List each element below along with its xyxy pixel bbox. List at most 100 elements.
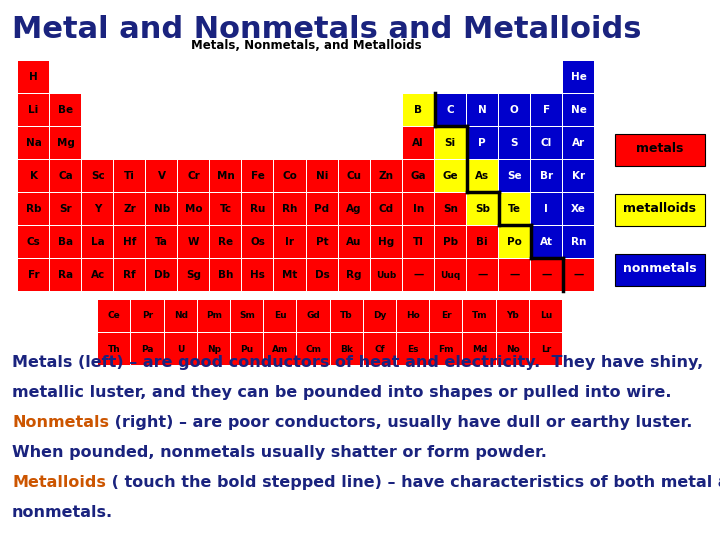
Text: Ca: Ca: [58, 171, 73, 181]
Bar: [82, 193, 113, 225]
Text: Tc: Tc: [220, 204, 232, 214]
Bar: [179, 226, 210, 258]
Bar: [464, 333, 495, 365]
Bar: [563, 94, 594, 126]
Text: Br: Br: [540, 171, 553, 181]
Text: Dy: Dy: [373, 312, 387, 321]
Text: Mn: Mn: [217, 171, 235, 181]
Bar: [402, 259, 433, 291]
Text: U: U: [177, 345, 184, 354]
Text: Eu: Eu: [274, 312, 287, 321]
Bar: [499, 193, 530, 225]
Bar: [371, 160, 402, 192]
Text: Fe: Fe: [251, 171, 265, 181]
Bar: [497, 333, 528, 365]
Text: Md: Md: [472, 345, 487, 354]
Bar: [50, 94, 81, 126]
Bar: [499, 94, 530, 126]
Text: Es: Es: [408, 345, 419, 354]
Bar: [499, 226, 530, 258]
Text: Sb: Sb: [474, 204, 490, 214]
Bar: [402, 94, 433, 126]
Bar: [179, 259, 210, 291]
Text: Ni: Ni: [316, 171, 328, 181]
Text: Metalloids: Metalloids: [12, 475, 106, 490]
Bar: [338, 259, 369, 291]
Bar: [467, 94, 498, 126]
Text: (right) – are poor conductors, usually have dull or earthy luster.: (right) – are poor conductors, usually h…: [109, 415, 693, 430]
Text: Metals, Nonmetals, and Metalloids: Metals, Nonmetals, and Metalloids: [192, 39, 422, 52]
Text: metals: metals: [636, 143, 684, 156]
Bar: [50, 226, 81, 258]
Text: Fr: Fr: [27, 270, 40, 280]
Bar: [402, 226, 433, 258]
Bar: [371, 193, 402, 225]
Text: Pd: Pd: [315, 204, 330, 214]
Text: He: He: [570, 72, 586, 82]
Text: As: As: [475, 171, 490, 181]
Text: Ru: Ru: [251, 204, 266, 214]
Bar: [499, 127, 530, 159]
Bar: [338, 193, 369, 225]
Text: La: La: [91, 237, 104, 247]
Bar: [430, 300, 462, 332]
Text: Er: Er: [441, 312, 451, 321]
Bar: [402, 127, 433, 159]
Text: Cf: Cf: [374, 345, 385, 354]
Bar: [563, 193, 594, 225]
Bar: [198, 333, 230, 365]
Bar: [18, 226, 49, 258]
Bar: [435, 160, 466, 192]
Bar: [18, 259, 49, 291]
Bar: [165, 300, 197, 332]
Text: Tb: Tb: [341, 312, 353, 321]
Bar: [307, 226, 338, 258]
Bar: [435, 94, 466, 126]
Text: Cm: Cm: [305, 345, 321, 354]
Bar: [50, 160, 81, 192]
Text: Cr: Cr: [187, 171, 200, 181]
Bar: [615, 134, 705, 166]
Bar: [50, 193, 81, 225]
Bar: [264, 333, 297, 365]
Bar: [18, 160, 49, 192]
Bar: [402, 160, 433, 192]
Text: Gd: Gd: [307, 312, 320, 321]
Bar: [563, 61, 594, 93]
Bar: [82, 226, 113, 258]
Text: Pb: Pb: [443, 237, 458, 247]
Bar: [430, 333, 462, 365]
Text: Ne: Ne: [570, 105, 586, 115]
Text: When pounded, nonmetals usually shatter or form powder.: When pounded, nonmetals usually shatter …: [12, 445, 547, 460]
Bar: [50, 259, 81, 291]
Text: metalloids: metalloids: [624, 202, 696, 215]
Text: B: B: [414, 105, 422, 115]
Text: Ac: Ac: [91, 270, 105, 280]
Text: Metals (left) – are good conductors of heat and electricity.  They have shiny,: Metals (left) – are good conductors of h…: [12, 355, 703, 370]
Text: Ir: Ir: [285, 237, 294, 247]
Text: ( touch the bold stepped line) – have characteristics of both metal and: ( touch the bold stepped line) – have ch…: [106, 475, 720, 490]
Text: Ta: Ta: [156, 237, 168, 247]
Text: Pr: Pr: [142, 312, 153, 321]
Bar: [397, 300, 429, 332]
Bar: [435, 127, 466, 159]
Bar: [371, 259, 402, 291]
Bar: [330, 300, 363, 332]
Text: Uub: Uub: [376, 271, 396, 280]
Bar: [198, 300, 230, 332]
Bar: [307, 160, 338, 192]
Bar: [371, 226, 402, 258]
Bar: [330, 333, 363, 365]
Bar: [210, 259, 241, 291]
Text: Cd: Cd: [379, 204, 394, 214]
Text: —: —: [509, 270, 520, 280]
Text: Uuq: Uuq: [440, 271, 460, 280]
Bar: [307, 193, 338, 225]
Bar: [531, 259, 562, 291]
Bar: [274, 160, 305, 192]
Text: metallic luster, and they can be pounded into shapes or pulled into wire.: metallic luster, and they can be pounded…: [12, 385, 672, 400]
Bar: [243, 226, 274, 258]
Text: Rb: Rb: [26, 204, 41, 214]
Bar: [467, 226, 498, 258]
Bar: [563, 127, 594, 159]
